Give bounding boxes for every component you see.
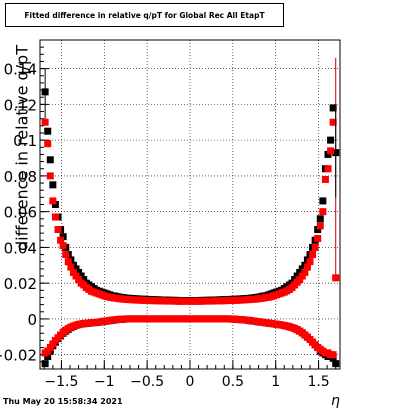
- x-tick-label: 0: [186, 374, 195, 390]
- chart-title: Fitted difference in relative q/pT for G…: [5, 3, 284, 27]
- x-tick-label: 1: [271, 374, 280, 390]
- data-point: [77, 272, 85, 280]
- tick-labels: −1.5 −1 −0.5 0 0.5 1 1.5 −0.02 0 0.02 0.04 0.06 0.08…: [0, 61, 330, 390]
- data-point: [75, 268, 83, 276]
- axis-ticks: [40, 46, 337, 369]
- y-tick-label: 0: [27, 311, 37, 329]
- y-tick-label: 0.02: [4, 275, 37, 293]
- y-axis-label: difference in relative q/pT: [12, 45, 32, 251]
- data-point: [296, 276, 304, 284]
- data-point: [72, 265, 80, 273]
- y-tick-label: −0.02: [0, 347, 37, 365]
- data-point: [46, 344, 54, 352]
- data-point: [316, 222, 324, 230]
- y-tick-label: 0.08: [4, 168, 37, 186]
- data-point: [59, 242, 67, 250]
- data-point: [319, 208, 327, 216]
- data-point: [298, 272, 306, 280]
- x-axis-label: η: [331, 393, 340, 409]
- data-point: [314, 234, 322, 242]
- data-point: [324, 150, 332, 158]
- data-point: [298, 265, 306, 273]
- data-point: [311, 243, 319, 251]
- data-point: [301, 268, 309, 276]
- data-point: [314, 226, 322, 234]
- data-point: [67, 263, 75, 271]
- data-point: [319, 197, 327, 205]
- data-point: [44, 347, 52, 355]
- data-point: [80, 276, 88, 284]
- data-markers: [41, 57, 340, 368]
- data-point: [309, 251, 317, 259]
- data-point: [303, 263, 311, 271]
- x-tick-label: −0.5: [130, 374, 164, 390]
- data-point: [41, 118, 49, 126]
- y-tick-label: 0.04: [4, 239, 37, 257]
- data-point: [44, 140, 52, 148]
- data-point: [69, 268, 77, 276]
- y-tick-label: 0.1: [13, 132, 37, 150]
- data-point: [296, 268, 304, 276]
- series-group: [41, 118, 340, 359]
- data-point: [293, 272, 301, 280]
- data-point: [54, 226, 62, 234]
- data-point: [59, 233, 67, 241]
- data-point: [49, 197, 57, 205]
- data-point: [316, 215, 324, 223]
- data-point: [329, 354, 337, 362]
- y-tick-label: 0.14: [4, 61, 37, 79]
- data-point: [44, 127, 52, 135]
- data-point: [324, 165, 332, 173]
- data-point: [72, 272, 80, 280]
- x-tick-label: −1.5: [44, 374, 78, 390]
- data-point: [62, 251, 70, 259]
- data-point: [321, 175, 329, 183]
- data-point: [57, 236, 65, 244]
- data-point: [327, 147, 335, 155]
- data-point: [51, 201, 59, 208]
- timestamp: Thu May 20 15:58:34 2021: [3, 397, 123, 406]
- data-point: [49, 181, 57, 189]
- y-tick-label: 0.12: [4, 96, 37, 114]
- data-point: [306, 258, 314, 266]
- data-point: [329, 351, 337, 359]
- y-tick-label: 0.06: [4, 204, 37, 222]
- data-point: [41, 360, 49, 368]
- data-point: [44, 352, 52, 360]
- data-point: [327, 136, 335, 144]
- x-tick-label: 1.5: [307, 374, 329, 390]
- data-point: [46, 156, 54, 164]
- data-point: [332, 274, 340, 282]
- data-point: [329, 104, 337, 112]
- data-point: [329, 118, 337, 126]
- data-point: [75, 276, 83, 284]
- error-bars: [44, 57, 340, 282]
- data-point: [332, 360, 340, 368]
- data-point: [64, 258, 72, 266]
- data-point: [49, 340, 57, 348]
- x-tick-label: −1: [94, 374, 115, 390]
- data-point: [46, 172, 54, 180]
- x-tick-label: 0.5: [222, 374, 244, 390]
- data-point: [51, 213, 59, 221]
